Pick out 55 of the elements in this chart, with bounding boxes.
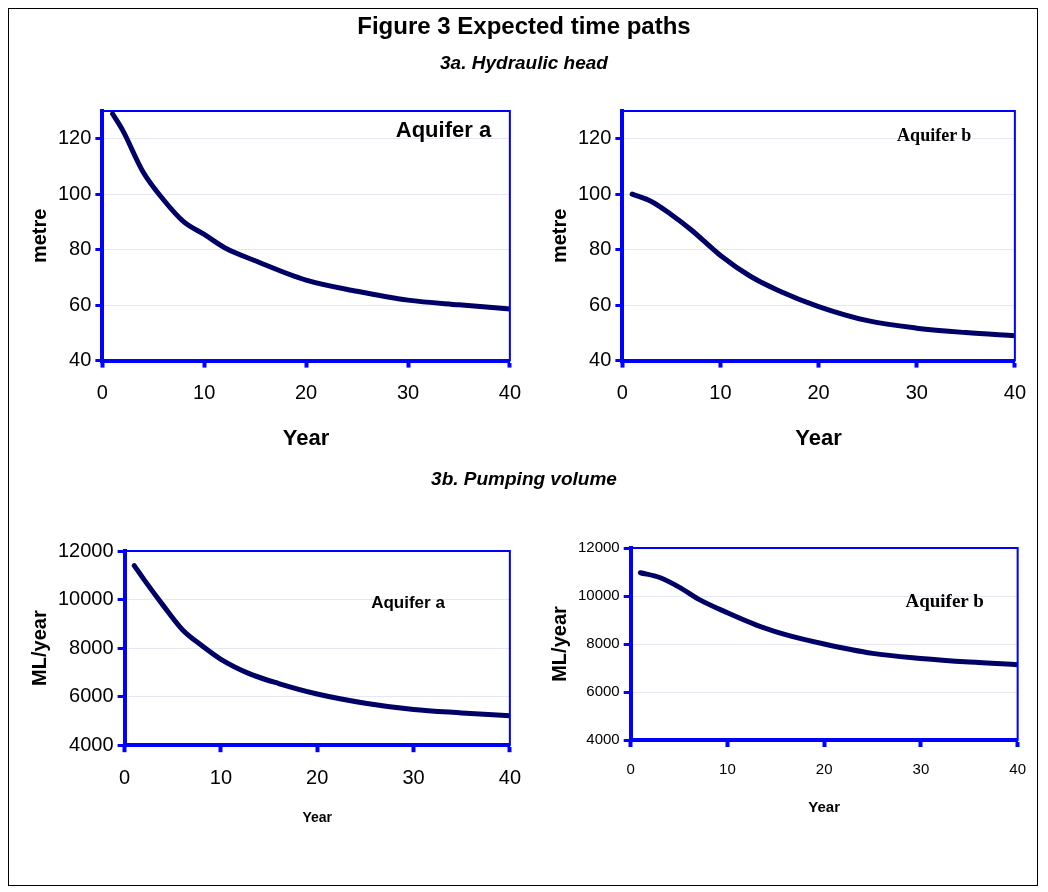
y-tick-label: 80 xyxy=(589,237,612,260)
y-tick-label: 60 xyxy=(69,292,92,315)
y-axis-title: metre xyxy=(27,208,50,264)
y-axis-title: ML/year xyxy=(547,605,570,682)
x-tick-label: 40 xyxy=(1003,381,1026,404)
chart-title: Figure 3 Expected time paths xyxy=(356,12,692,40)
x-tick-label: 20 xyxy=(807,381,830,404)
x-axis-title: Year xyxy=(795,424,843,450)
y-tick-label: 8000 xyxy=(69,635,114,658)
x-tick-label: 30 xyxy=(396,381,420,404)
y-tick-label: 40 xyxy=(589,348,612,371)
x-axis-title: Year xyxy=(282,424,330,450)
y-tick-label: 100 xyxy=(57,181,92,204)
x-tick-label: 30 xyxy=(912,760,930,778)
annotation: Aquifer b xyxy=(905,589,984,611)
y-tick-label: 4000 xyxy=(69,732,114,755)
x-tick-label: 20 xyxy=(295,381,318,404)
x-tick-label: 20 xyxy=(815,760,833,778)
x-tick-label: 20 xyxy=(306,765,329,788)
x-tick-label: 10 xyxy=(193,381,216,404)
x-tick-label: 40 xyxy=(1009,760,1026,778)
y-tick-label: 10000 xyxy=(57,587,114,610)
x-tick-label: 0 xyxy=(119,765,131,788)
y-tick-label: 12000 xyxy=(57,538,114,561)
x-tick-label: 30 xyxy=(905,381,928,404)
y-tick-label: 6000 xyxy=(586,682,620,700)
x-tick-label: 10 xyxy=(719,760,736,778)
annotation: Aquifer a xyxy=(371,593,446,613)
annotation: Aquifer a xyxy=(395,117,492,143)
y-tick-label: 40 xyxy=(69,348,92,371)
y-tick-label: 4000 xyxy=(586,730,620,748)
chart-subtitle: 3a. Hydraulic head xyxy=(439,52,609,74)
y-tick-label: 60 xyxy=(589,292,612,315)
y-tick-label: 120 xyxy=(57,126,92,149)
y-tick-label: 6000 xyxy=(69,684,114,707)
x-tick-label: 10 xyxy=(709,381,732,404)
y-axis-title: metre xyxy=(547,208,570,264)
x-tick-label: 0 xyxy=(616,381,628,404)
y-tick-label: 12000 xyxy=(577,538,620,556)
x-axis-title: Year xyxy=(808,798,841,816)
x-tick-label: 30 xyxy=(402,765,425,788)
annotation: Aquifer b xyxy=(897,124,972,145)
x-tick-label: 10 xyxy=(209,765,233,788)
y-tick-label: 100 xyxy=(577,181,612,204)
x-tick-label: 40 xyxy=(498,381,521,404)
y-tick-label: 120 xyxy=(577,126,612,149)
y-tick-label: 80 xyxy=(69,237,92,260)
y-axis-title: ML/year xyxy=(27,610,50,686)
x-tick-label: 0 xyxy=(626,760,635,778)
chart-subtitle: 3b. Pumping volume xyxy=(430,468,618,490)
y-tick-label: 10000 xyxy=(577,586,620,604)
x-axis-title: Year xyxy=(302,809,333,826)
y-tick-label: 8000 xyxy=(586,634,620,652)
x-tick-label: 40 xyxy=(498,765,521,788)
x-tick-label: 0 xyxy=(96,381,108,404)
